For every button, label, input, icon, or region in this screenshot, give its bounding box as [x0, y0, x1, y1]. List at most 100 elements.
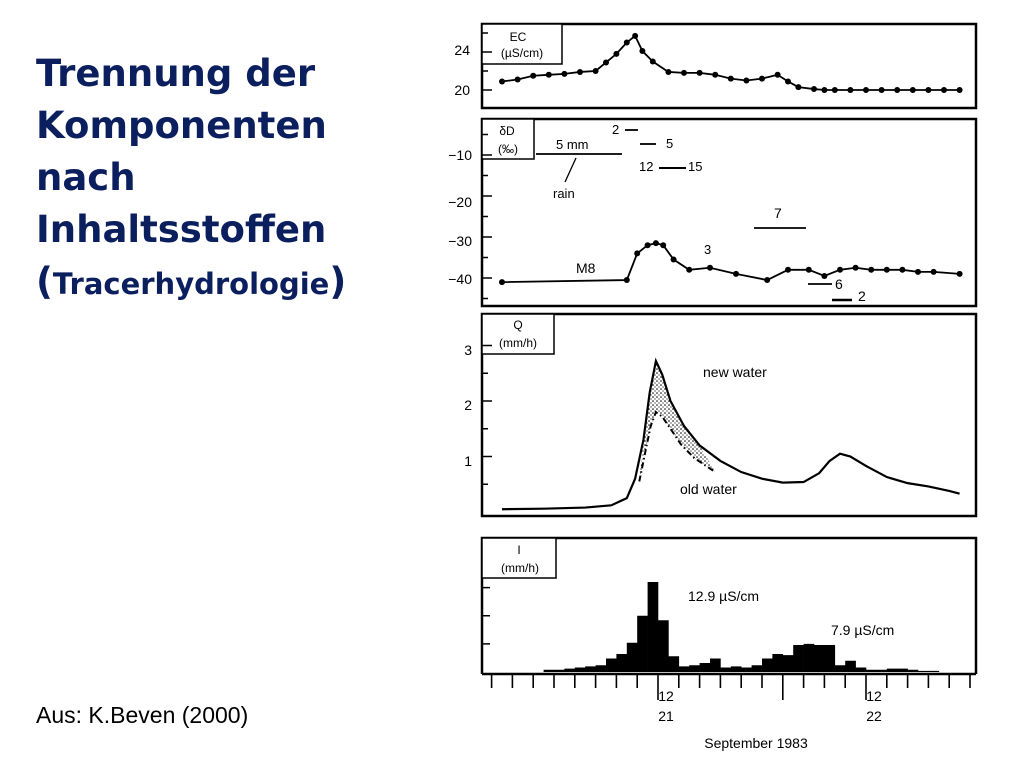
- intensity-bar: [710, 658, 721, 672]
- ec-point: [603, 59, 609, 66]
- intensity-bar: [616, 654, 628, 672]
- intensity-bar: [762, 658, 773, 672]
- intensity-label-box: [481, 537, 557, 579]
- ec-point: [925, 87, 932, 93]
- title-line-4: Inhaltsstoffen: [36, 208, 327, 251]
- discharge-y-ticks: [482, 344, 492, 485]
- ec-point: [956, 87, 963, 93]
- ec-label-box: [481, 23, 563, 65]
- intensity-bar: [699, 663, 711, 672]
- m8-point: [686, 266, 693, 273]
- title-line-2: Komponenten: [36, 104, 327, 147]
- ec-ytick-20: 20: [454, 82, 470, 98]
- intensity-bar: [928, 670, 940, 672]
- ec-y-ticks: [482, 32, 492, 91]
- discharge-panel-frame: [480, 312, 978, 518]
- m8-line: [501, 242, 960, 283]
- m8-point: [660, 242, 667, 249]
- ec-point: [941, 87, 947, 93]
- deuterium-y-ticks: [482, 133, 492, 300]
- ec-point: [592, 68, 599, 74]
- intensity-bar: [554, 669, 565, 672]
- rain-label: rain: [553, 186, 575, 201]
- ec-point: [665, 68, 672, 75]
- intensity-bar: [855, 667, 867, 672]
- intensity-bar: [814, 645, 825, 672]
- title-paren-close: ): [329, 260, 347, 303]
- sample-12-label: 12: [639, 159, 653, 174]
- ec-point: [811, 86, 817, 93]
- discharge-ytick-1: 1: [464, 453, 472, 469]
- m8-point: [499, 279, 505, 286]
- xtick-day-21: 21: [658, 708, 674, 724]
- intensity-bars: [543, 582, 940, 672]
- intensity-bar: [564, 668, 576, 672]
- x-axis-label: September 1983: [704, 735, 808, 751]
- deuterium-panel-frame: [480, 117, 978, 308]
- ec-point: [847, 87, 854, 93]
- sample-2b-label: 2: [858, 288, 866, 304]
- xtick-day-22: 22: [866, 708, 882, 724]
- peak-ec-label-1: 12.9 µS/cm: [688, 588, 759, 604]
- sample-2-label: 2: [612, 122, 619, 137]
- m8-point: [837, 266, 843, 273]
- m8-point: [930, 268, 937, 275]
- discharge-ytick-3: 3: [464, 342, 472, 358]
- ec-series: [499, 32, 963, 93]
- m8-point: [883, 266, 890, 273]
- time-axis-ticks: [490, 674, 971, 700]
- title-subtitle: Tracerhydrologie: [52, 267, 330, 301]
- discharge-ylabel-line2: (mm/h): [499, 336, 537, 350]
- intensity-bar: [886, 668, 898, 672]
- ec-point: [499, 78, 505, 85]
- deuterium-ytick-m10: −10: [448, 147, 472, 163]
- slide-title: Trennung der Komponenten nach Inhaltssto…: [36, 48, 436, 310]
- ec-point: [831, 87, 838, 93]
- deuterium-ytick-m40: −40: [448, 271, 472, 287]
- ec-point: [759, 75, 765, 82]
- intensity-bar: [845, 660, 856, 672]
- sample-7-label: 7: [774, 205, 782, 221]
- title-paren-open: (: [36, 260, 53, 303]
- intensity-bar: [637, 615, 648, 672]
- old-water-label: old water: [680, 481, 737, 497]
- intensity-bar: [876, 669, 888, 672]
- new-water-area: [639, 361, 716, 482]
- m8-point: [634, 250, 641, 257]
- intensity-bar: [782, 655, 794, 672]
- title-line-5: (Tracerhydrologie): [36, 256, 436, 310]
- ec-point: [863, 87, 869, 93]
- intensity-bar: [834, 665, 846, 672]
- ec-point: [774, 71, 781, 78]
- discharge-ylabel-line1: Q: [513, 318, 522, 332]
- ec-point: [530, 72, 537, 79]
- intensity-bar: [866, 669, 877, 672]
- ec-point: [909, 87, 916, 93]
- ec-point: [795, 84, 802, 91]
- ec-point: [696, 69, 703, 76]
- intensity-bar: [626, 642, 638, 672]
- rain-pointer-line: [564, 157, 577, 183]
- intensity-bar: [772, 654, 784, 672]
- intensity-bar: [585, 666, 596, 672]
- ec-point: [878, 87, 885, 93]
- intensity-bar: [897, 668, 908, 672]
- ec-point: [577, 68, 583, 75]
- m8-point: [956, 270, 963, 277]
- ec-panel-frame: [480, 22, 978, 110]
- ec-line: [501, 34, 960, 91]
- m8-point: [785, 266, 791, 273]
- m8-point: [899, 266, 906, 273]
- m8-point: [670, 256, 677, 263]
- intensity-bar: [824, 645, 836, 672]
- deuterium-label-box: [481, 118, 535, 160]
- intensity-bar: [741, 667, 752, 672]
- rain-amount-label: 5 mm: [556, 137, 589, 152]
- deuterium-ylabel-line1: δD: [499, 124, 515, 138]
- title-line-1: Trennung der: [36, 52, 316, 95]
- m8-point: [868, 266, 875, 273]
- ec-point: [545, 71, 552, 78]
- ec-point: [632, 32, 639, 39]
- m8-point: [733, 270, 739, 277]
